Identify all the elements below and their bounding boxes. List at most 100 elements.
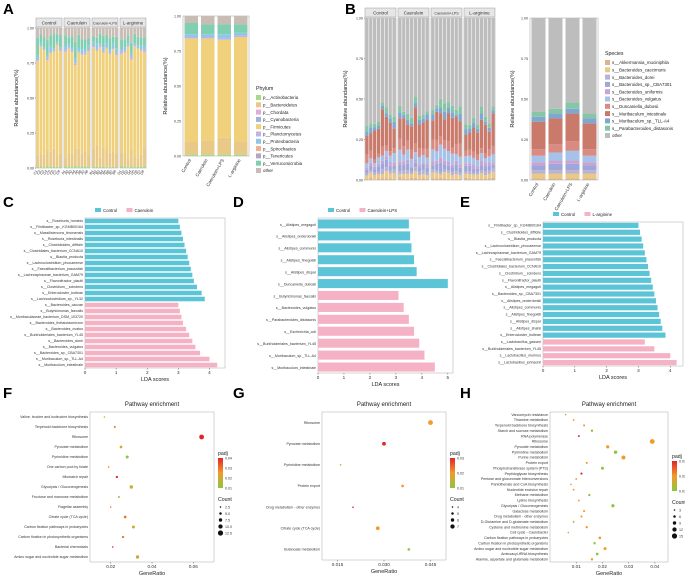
bar-segment bbox=[126, 45, 130, 47]
bar-segment bbox=[413, 96, 418, 104]
bar-segment bbox=[95, 43, 99, 50]
group-frame bbox=[529, 17, 599, 181]
bar-segment bbox=[398, 174, 402, 178]
lda-bar bbox=[85, 320, 183, 326]
lda-category: s__Alistipes_onderdonkii bbox=[276, 235, 316, 239]
bar-segment bbox=[431, 161, 435, 166]
bar-segment bbox=[458, 164, 462, 168]
bar-segment bbox=[431, 169, 435, 173]
bar-segment bbox=[36, 61, 39, 156]
bar-segment bbox=[46, 165, 49, 168]
dot-frame bbox=[549, 411, 669, 563]
padj-tick: 0.03 bbox=[225, 467, 232, 471]
enrichment-dot bbox=[428, 420, 433, 425]
legend-swatch-control bbox=[553, 212, 559, 216]
lda-category: s__Massilistercora_timonensis bbox=[34, 231, 83, 235]
bar-segment bbox=[46, 60, 49, 150]
count-tick: 12 bbox=[679, 528, 683, 532]
count-tick: 7.5 bbox=[225, 519, 230, 523]
legend-swatch-control bbox=[95, 208, 101, 212]
bar-segment bbox=[83, 28, 87, 41]
bar-segment bbox=[468, 128, 472, 133]
bar-segment bbox=[139, 166, 143, 168]
bar-segment bbox=[64, 157, 67, 167]
group-bar-segment bbox=[201, 24, 215, 35]
bar-segment bbox=[55, 28, 59, 35]
bar-segment bbox=[413, 171, 418, 178]
xtick-label: 0.02 bbox=[598, 564, 607, 569]
lda-bar bbox=[543, 298, 656, 304]
panel-label-D: D bbox=[233, 194, 244, 211]
ytick-group-A: 1.00 bbox=[174, 15, 181, 19]
legend-swatch bbox=[605, 118, 610, 124]
dot-frame bbox=[321, 411, 447, 561]
lda-category: s__Roseburia_intestinalis bbox=[42, 237, 83, 241]
bar-segment bbox=[446, 151, 451, 162]
enrichment-dot bbox=[401, 484, 404, 488]
lda-bar bbox=[543, 311, 660, 318]
bar-segment bbox=[458, 121, 462, 144]
bar-segment bbox=[431, 114, 435, 121]
lda-bar bbox=[318, 243, 412, 253]
bar-segment bbox=[487, 173, 491, 179]
pathway-label: Lysine biosynthesis bbox=[517, 499, 548, 503]
enrichment-dot bbox=[407, 548, 411, 551]
pathway-label: Pyruvate metabolism bbox=[54, 445, 88, 449]
lda-category: s__Flavonifractor_plautii bbox=[44, 279, 83, 283]
bar-segment bbox=[384, 159, 388, 168]
group-bar-segment bbox=[217, 34, 231, 39]
bar-segment bbox=[39, 166, 43, 168]
bar-segment bbox=[417, 148, 421, 157]
bar-segment bbox=[483, 178, 487, 180]
bar-segment bbox=[439, 162, 443, 172]
enrichment-dot bbox=[598, 536, 602, 540]
bar-segment bbox=[380, 155, 385, 161]
bar-segment bbox=[120, 48, 123, 52]
bar-segment bbox=[105, 47, 108, 49]
bar-segment bbox=[413, 177, 418, 180]
group-bar-segment bbox=[234, 154, 248, 156]
bar-segment bbox=[475, 18, 480, 125]
bar-segment bbox=[384, 178, 388, 180]
bar-segment bbox=[64, 166, 67, 168]
bar-segment bbox=[431, 149, 435, 162]
panel-label-H: H bbox=[460, 385, 471, 402]
padj-tick: 0.02 bbox=[457, 472, 464, 476]
pathway-label: Flagellar assembly bbox=[58, 505, 88, 509]
legend-label: p__Verrucomicrobia bbox=[263, 161, 303, 166]
lda-category: s__Burkholderiales_bacterium_YL45 bbox=[24, 333, 83, 337]
bar-segment bbox=[365, 131, 369, 137]
lda-bar bbox=[318, 219, 409, 229]
lda-bar bbox=[543, 291, 655, 297]
group-bar-segment bbox=[565, 170, 580, 174]
bar-segment bbox=[83, 54, 87, 151]
bar-segment bbox=[49, 28, 52, 36]
bar-segment bbox=[388, 18, 392, 116]
enrichment-dot bbox=[375, 526, 380, 531]
bar-segment bbox=[384, 107, 388, 114]
bar-segment bbox=[52, 50, 56, 52]
bar-segment bbox=[409, 166, 414, 168]
bar-segment bbox=[406, 124, 410, 141]
bar-segment bbox=[468, 124, 472, 129]
bar-segment bbox=[464, 134, 468, 151]
bar-segment bbox=[417, 115, 421, 120]
facet-frame bbox=[463, 17, 496, 181]
ytick-A: 1.00 bbox=[27, 27, 34, 31]
bar-segment bbox=[388, 115, 392, 119]
sample-label: B6 bbox=[105, 170, 111, 176]
bar-segment bbox=[425, 120, 429, 149]
bar-segment bbox=[402, 118, 406, 147]
bar-segment bbox=[472, 157, 476, 165]
count-tick: 4 bbox=[457, 506, 459, 510]
count-tick: 5 bbox=[457, 512, 459, 516]
xtick-label: 1 bbox=[574, 368, 577, 373]
bar-segment bbox=[77, 148, 80, 167]
bar-segment bbox=[139, 45, 143, 50]
bar-segment bbox=[472, 172, 476, 175]
bar-segment bbox=[55, 155, 59, 167]
ylabel-group-A: Relative abundance(%) bbox=[163, 57, 169, 114]
bar-segment bbox=[105, 148, 108, 168]
bar-segment bbox=[376, 164, 381, 167]
legend-swatch bbox=[256, 146, 261, 152]
